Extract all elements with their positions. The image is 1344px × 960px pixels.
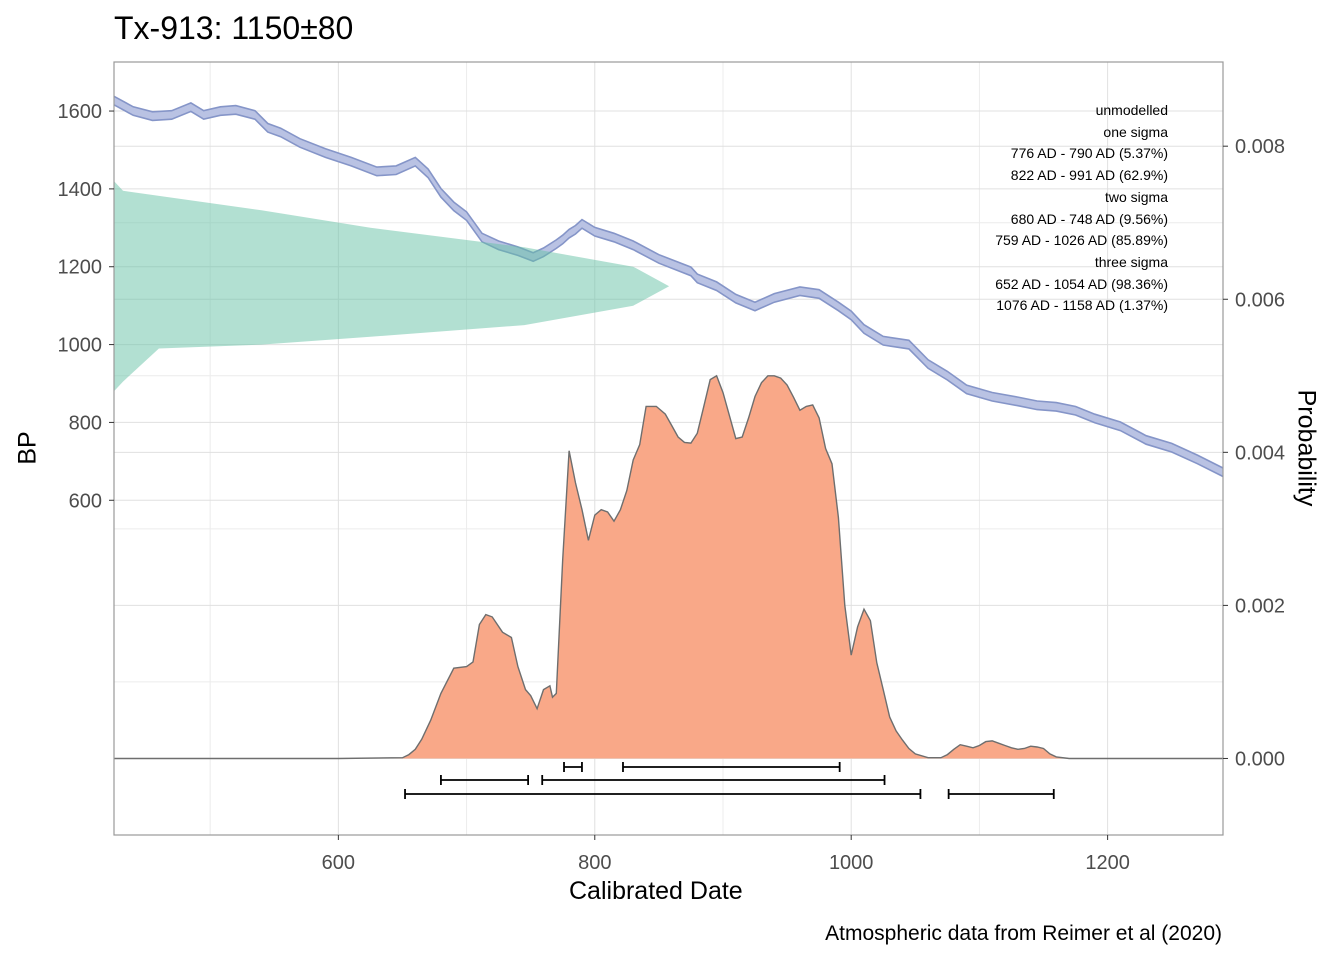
calibration-curve-upper bbox=[113, 95, 1224, 469]
chart-title: Tx-913: 1150±80 bbox=[114, 10, 354, 46]
axes: 600 800 1000 1200 600 800 1000 1200 1400 1600 0.00… bbox=[58, 61, 1285, 874]
bp-tick-label: 600 bbox=[69, 490, 102, 512]
calibrated-density-area bbox=[114, 375, 1223, 759]
x-tick-label: 600 bbox=[322, 852, 355, 874]
legend-entry: one sigma bbox=[1103, 123, 1168, 140]
sigma-ranges bbox=[404, 762, 1055, 799]
calibration-curve-lower bbox=[113, 104, 1224, 478]
bp-tick-label: 800 bbox=[69, 412, 102, 434]
radiocarbon-date-distribution bbox=[114, 181, 670, 392]
legend-entry: 776 AD - 790 AD (5.37%) bbox=[1010, 145, 1168, 162]
legend-entry: two sigma bbox=[1104, 188, 1168, 205]
bp-tick-label: 1400 bbox=[58, 179, 103, 201]
legend-entry: 759 AD - 1026 AD (85.89%) bbox=[995, 232, 1168, 249]
radiocarbon-date-density bbox=[114, 181, 670, 392]
legend-entry: 680 AD - 748 AD (9.56%) bbox=[1010, 210, 1168, 227]
legend-entry: unmodelled bbox=[1095, 102, 1168, 118]
calibration-curve bbox=[113, 95, 1224, 478]
prob-tick-label: 0.004 bbox=[1235, 442, 1285, 464]
bp-tick-label: 1200 bbox=[58, 257, 103, 279]
prob-tick-label: 0.000 bbox=[1235, 748, 1285, 770]
legend-entry: 1076 AD - 1158 AD (1.37%) bbox=[996, 297, 1168, 314]
x-tick-label: 1200 bbox=[1085, 852, 1130, 874]
y-axis-label-bp: BP bbox=[13, 431, 42, 465]
data-source-caption: Atmospheric data from Reimer et al (2020… bbox=[825, 922, 1222, 945]
legend-entry: three sigma bbox=[1094, 253, 1168, 270]
legend: unmodelled one sigma 776 AD - 790 AD (5.… bbox=[995, 100, 1168, 317]
bp-tick-label: 1600 bbox=[58, 101, 103, 123]
prob-tick-label: 0.002 bbox=[1235, 595, 1285, 617]
legend-entry: 822 AD - 991 AD (62.9%) bbox=[1010, 167, 1168, 184]
x-axis-label: Calibrated Date bbox=[569, 877, 743, 905]
legend-entry: 652 AD - 1054 AD (98.36%) bbox=[995, 275, 1168, 292]
calibrated-density-line bbox=[114, 374, 1223, 760]
bp-tick-label: 1000 bbox=[58, 335, 103, 357]
x-tick-label: 800 bbox=[578, 852, 611, 874]
prob-tick-label: 0.006 bbox=[1235, 289, 1285, 311]
x-tick-label: 1000 bbox=[829, 852, 874, 874]
calibrated-density bbox=[114, 374, 1223, 760]
y-axis-label-probability: Probability bbox=[1292, 389, 1321, 507]
panel-border bbox=[113, 61, 1224, 836]
prob-tick-label: 0.008 bbox=[1235, 136, 1285, 158]
